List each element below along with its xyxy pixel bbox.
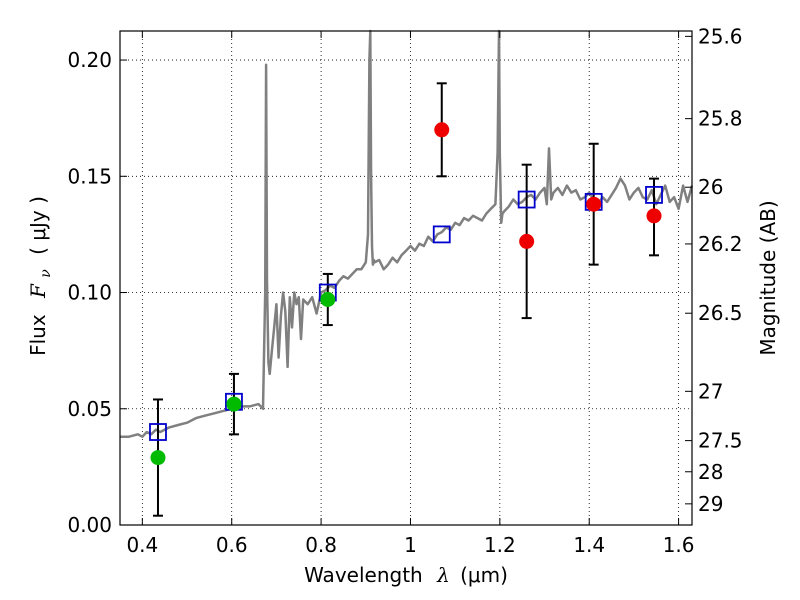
model-photometry-square [517,190,536,209]
right-tick-label: 26.2 [698,232,743,256]
right-tick-label: 29 [698,492,723,516]
model-spectrum [120,29,694,438]
x-tick-label: 1.4 [573,533,605,557]
x-tick-label: 1.2 [484,533,516,557]
right-tick-label: 28 [698,460,723,484]
model-photometry-square [432,225,451,244]
data-markers [149,122,663,466]
x-tick-label: 0.8 [305,533,337,557]
y-axis-label-symbol: F [26,283,50,299]
right-axis-label: Magnitude (AB) [756,200,780,355]
y-tick-label: 0.00 [67,513,112,537]
x-tick-label: 0.6 [216,533,248,557]
right-tick-label: 27 [698,379,723,403]
model-photometry-square [149,423,167,441]
right-tick-label: 25.6 [698,24,743,48]
model-photometry-square [645,185,663,204]
x-axis-label-text: Wavelength [304,563,423,587]
x-axis-label-unit: (μm) [460,563,508,587]
right-tick-label: 26 [698,175,723,199]
x-tick-label: 0.4 [126,533,158,557]
green-data-point [226,396,242,412]
red-data-point [434,122,450,138]
plot-frame [119,30,693,526]
x-tick-label: 1 [404,533,417,557]
red-data-point [519,233,535,249]
green-data-point [150,450,166,466]
red-data-point [646,208,662,224]
green-data-point [320,292,336,308]
y-axis-label: Flux F ν ( μJy ) [26,196,55,356]
x-axis-label: Wavelength λ (μm) [304,563,508,587]
y-axis-label-text: Flux [26,314,50,356]
right-tick-label: 26.5 [698,301,743,325]
y-tick-label: 0.10 [67,281,112,305]
x-axis-label-symbol: λ [436,563,450,587]
right-tick-label: 25.8 [698,107,743,131]
x-tick-label: 1.6 [663,533,695,557]
spectrum-line [120,29,694,438]
y-tick-label: 0.20 [67,48,112,72]
axis-ticks: 0.4 0.6 0.8 1 1.2 1.4 1.6 0.00 0.05 0.10 0.15 0.20 2… [67,24,742,557]
red-data-point [586,196,602,212]
y-axis-label-subscript: ν [38,269,54,278]
y-tick-label: 0.15 [67,164,112,188]
y-axis-label-unit: ( μJy ) [26,196,50,255]
y-tick-label: 0.05 [67,397,112,421]
right-tick-label: 27.5 [698,429,743,453]
